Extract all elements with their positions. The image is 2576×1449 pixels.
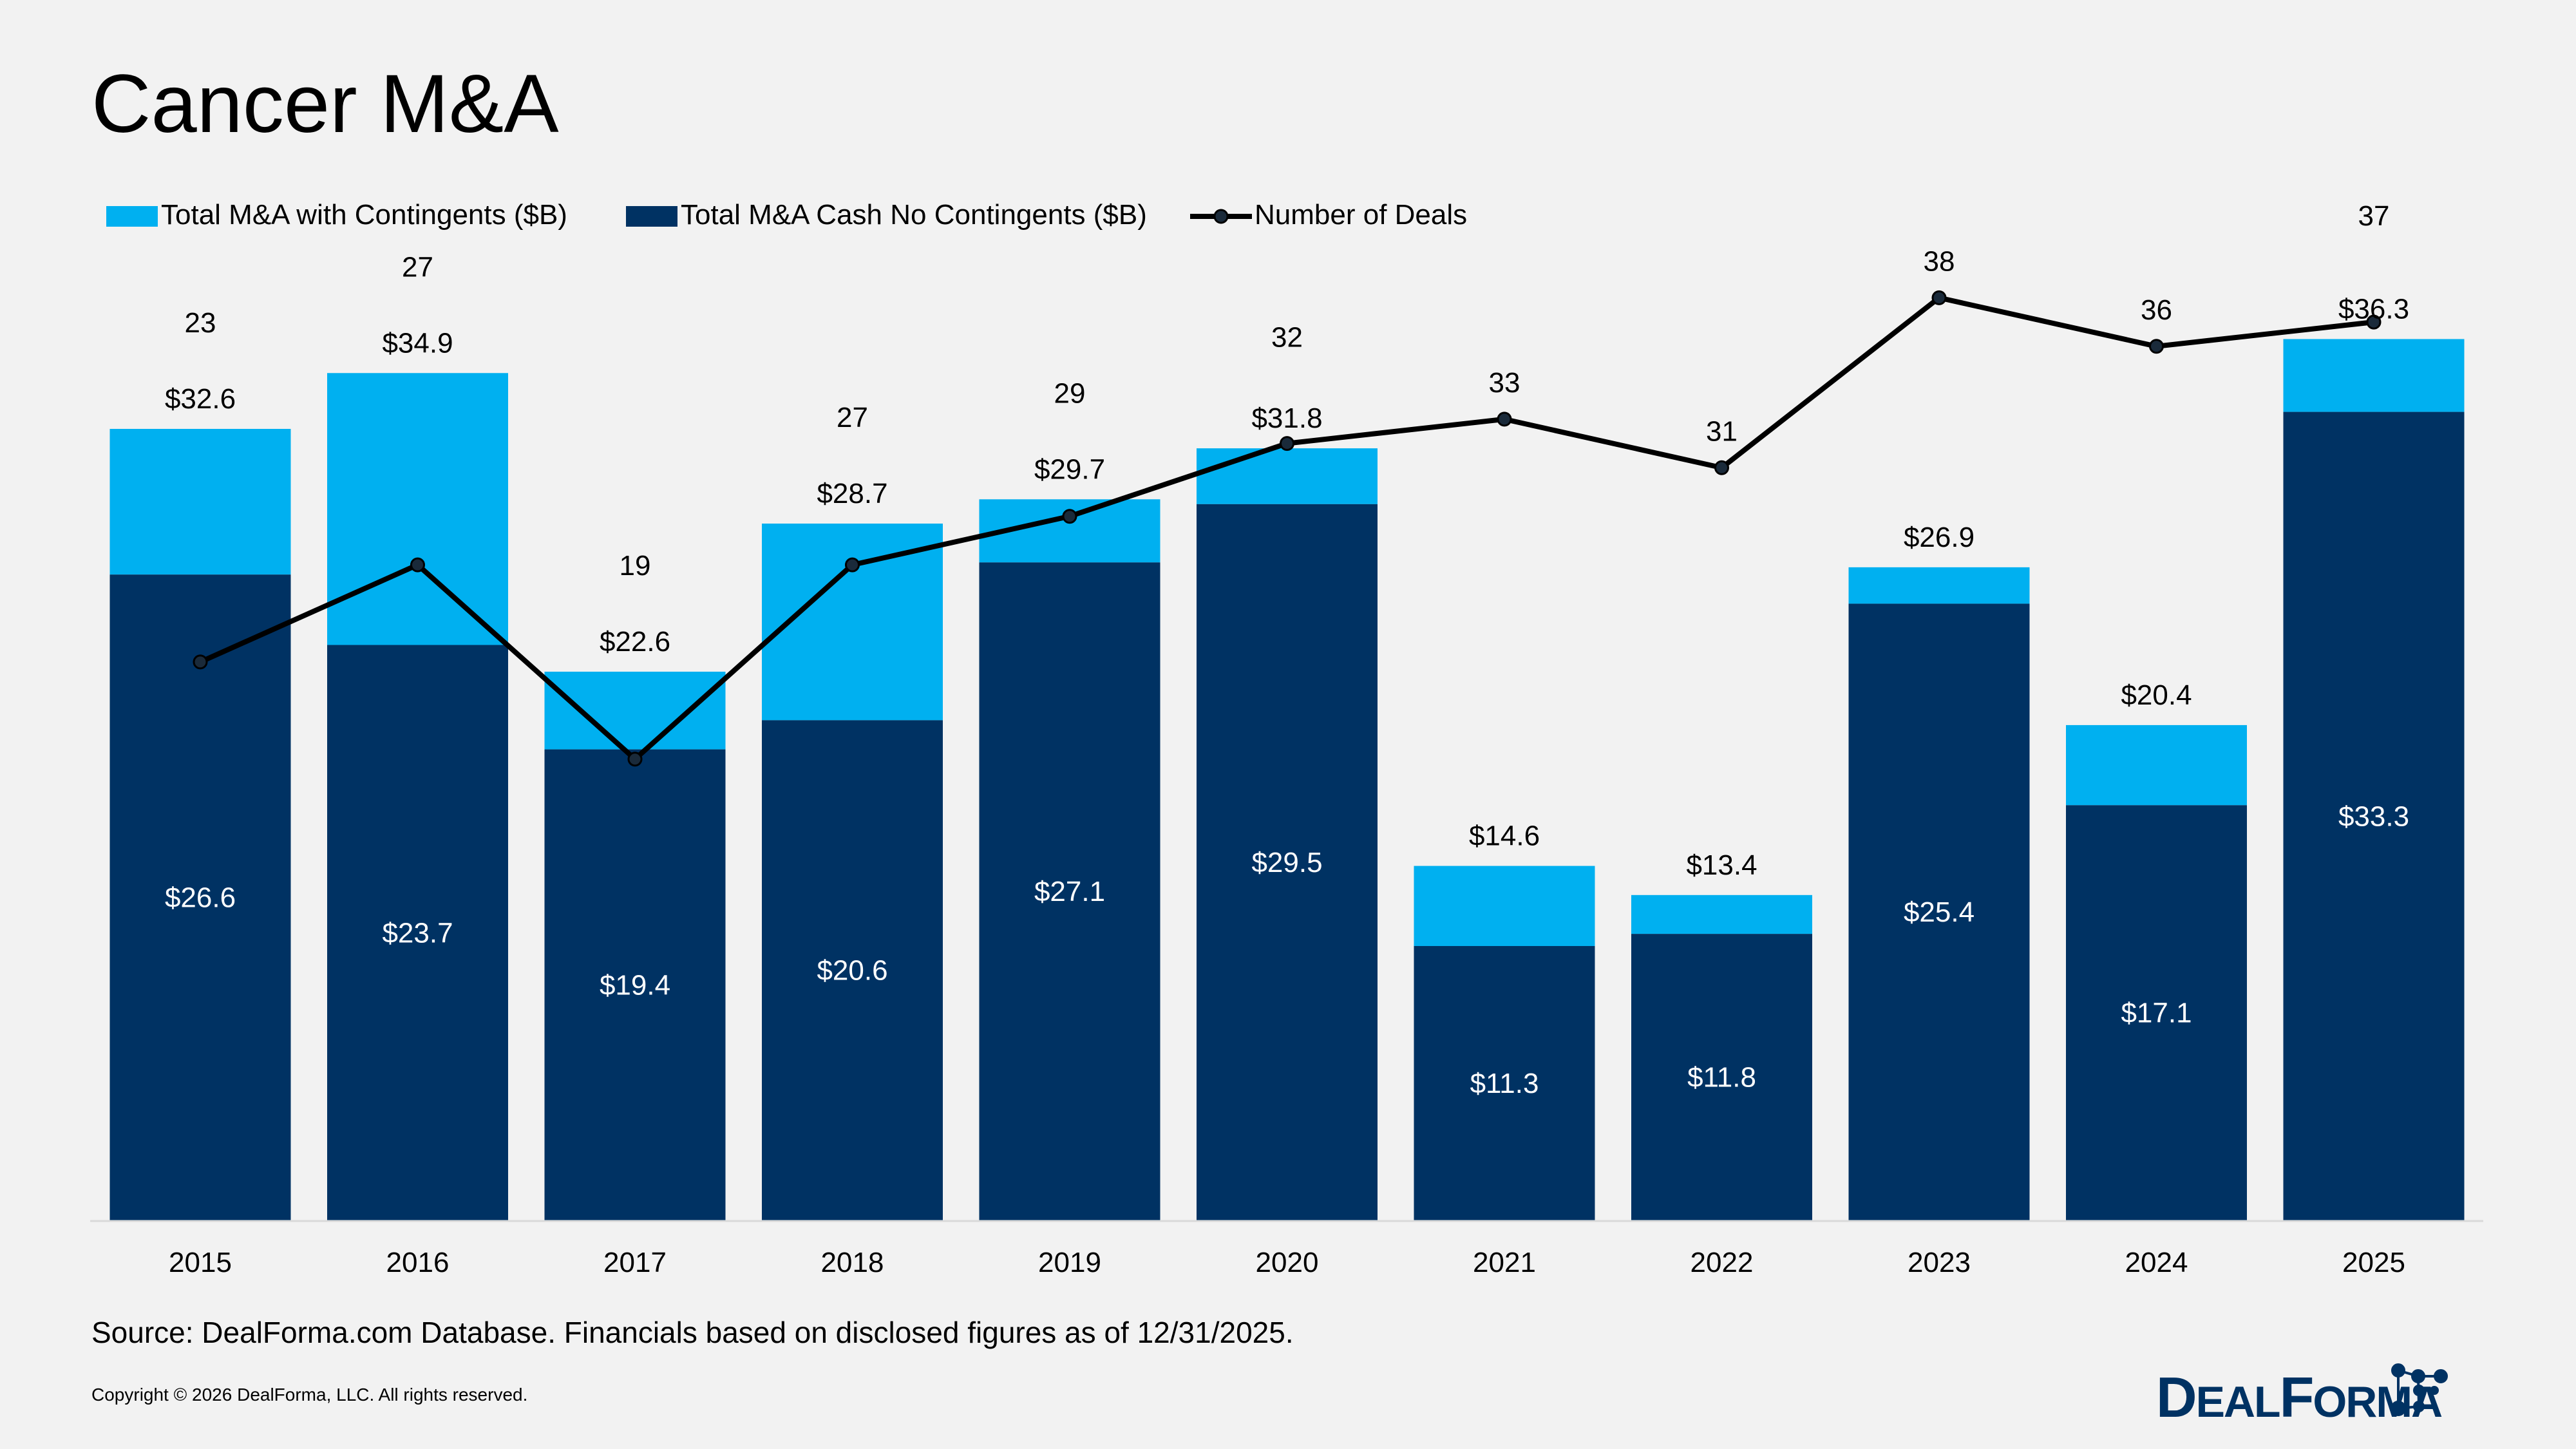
x-tick-2025: 2025 bbox=[2342, 1247, 2405, 1278]
bar-cash-2025 bbox=[2283, 412, 2465, 1220]
x-tick-2018: 2018 bbox=[821, 1247, 884, 1278]
deals-point-2015 bbox=[193, 654, 208, 670]
label-total-2017: $22.6 bbox=[600, 626, 670, 658]
label-total-2018: $28.7 bbox=[817, 478, 887, 509]
label-total-2016: $34.9 bbox=[382, 327, 453, 359]
label-cash-2017: $19.4 bbox=[600, 969, 670, 1001]
x-tick-2021: 2021 bbox=[1473, 1247, 1536, 1278]
deals-point-2017 bbox=[627, 752, 643, 767]
label-deals-2018: 27 bbox=[837, 402, 868, 433]
label-total-2015: $32.6 bbox=[165, 383, 236, 415]
x-tick-2016: 2016 bbox=[386, 1247, 450, 1278]
label-deals-2019: 29 bbox=[1054, 377, 1086, 409]
x-tick-2015: 2015 bbox=[169, 1247, 232, 1278]
bar-contingents-2023 bbox=[1848, 567, 2030, 604]
label-deals-2023: 38 bbox=[1924, 245, 1955, 277]
x-tick-2024: 2024 bbox=[2125, 1247, 2188, 1278]
bar-cash-2017 bbox=[544, 749, 726, 1220]
chart-title: Cancer M&A bbox=[91, 58, 559, 150]
x-tick-2020: 2020 bbox=[1256, 1247, 1319, 1278]
bars bbox=[109, 339, 2465, 1220]
x-tick-2017: 2017 bbox=[603, 1247, 667, 1278]
bar-cash-2020 bbox=[1197, 504, 1378, 1220]
source-note: Source: DealForma.com Database. Financia… bbox=[91, 1316, 1294, 1349]
bar-contingents-2025 bbox=[2283, 339, 2465, 412]
deals-point-2023 bbox=[1931, 290, 1947, 305]
bar-cash-2018 bbox=[762, 720, 943, 1220]
legend-marker-deals bbox=[1213, 209, 1229, 224]
copyright: Copyright © 2026 DealForma, LLC. All rig… bbox=[91, 1385, 527, 1405]
deals-line-group bbox=[193, 290, 2382, 767]
label-cash-2018: $20.6 bbox=[817, 955, 887, 987]
label-cash-2022: $11.8 bbox=[1687, 1062, 1756, 1094]
bar-cash-2022 bbox=[1631, 934, 1812, 1220]
legend-swatch-contingents bbox=[106, 206, 158, 227]
label-total-2023: $26.9 bbox=[1904, 522, 1975, 553]
deals-point-2019 bbox=[1062, 509, 1077, 524]
bar-cash-2023 bbox=[1848, 603, 2030, 1220]
deals-point-2025 bbox=[2366, 314, 2382, 330]
label-deals-2015: 23 bbox=[185, 307, 216, 339]
bar-contingents-2015 bbox=[109, 428, 291, 575]
labels: $32.6 $26.6 2015 23 $34.9 $23.7 2016 27 $22.6 $19… bbox=[165, 200, 2409, 1278]
label-cash-2023: $25.4 bbox=[1904, 896, 1975, 928]
bar-cash-2024 bbox=[2066, 805, 2247, 1220]
label-deals-2025: 37 bbox=[2358, 200, 2390, 232]
legend-label-deals: Number of Deals bbox=[1255, 199, 1467, 231]
bar-contingents-2024 bbox=[2066, 724, 2247, 806]
x-tick-2022: 2022 bbox=[1690, 1247, 1754, 1278]
bar-contingents-2017 bbox=[544, 671, 726, 750]
label-total-2020: $31.8 bbox=[1251, 402, 1322, 434]
dealforma-logo: DEALFORMA bbox=[2156, 1363, 2448, 1429]
label-deals-2021: 33 bbox=[1489, 367, 1520, 399]
deals-point-2022 bbox=[1714, 460, 1729, 475]
label-deals-2024: 36 bbox=[2141, 294, 2172, 326]
bar-contingents-2022 bbox=[1631, 895, 1812, 934]
legend: Total M&A with Contingents ($B) Total M&… bbox=[106, 199, 1467, 231]
label-deals-2016: 27 bbox=[402, 251, 433, 283]
label-cash-2021: $11.3 bbox=[1470, 1068, 1539, 1099]
label-total-2024: $20.4 bbox=[2121, 679, 2192, 711]
label-total-2019: $29.7 bbox=[1034, 453, 1105, 485]
x-tick-2023: 2023 bbox=[1908, 1247, 1971, 1278]
label-deals-2020: 32 bbox=[1271, 322, 1303, 354]
bar-cash-2016 bbox=[327, 645, 508, 1220]
label-cash-2020: $29.5 bbox=[1251, 847, 1322, 878]
deals-point-2021 bbox=[1497, 412, 1512, 427]
label-cash-2019: $27.1 bbox=[1034, 876, 1105, 907]
legend-swatch-cash bbox=[626, 206, 677, 227]
deals-point-2024 bbox=[2149, 339, 2164, 354]
label-cash-2016: $23.7 bbox=[382, 917, 453, 949]
legend-label-contingents: Total M&A with Contingents ($B) bbox=[161, 199, 567, 231]
label-total-2021: $14.6 bbox=[1469, 820, 1540, 852]
deals-point-2018 bbox=[845, 557, 860, 573]
label-deals-2017: 19 bbox=[620, 550, 651, 582]
bar-cash-2021 bbox=[1414, 945, 1595, 1220]
legend-label-cash: Total M&A Cash No Contingents ($B) bbox=[681, 199, 1147, 231]
label-cash-2015: $26.6 bbox=[165, 882, 236, 914]
bar-contingents-2020 bbox=[1197, 448, 1378, 504]
deals-point-2016 bbox=[410, 557, 425, 573]
bar-cash-2019 bbox=[979, 562, 1160, 1220]
label-cash-2024: $17.1 bbox=[2121, 998, 2192, 1029]
bar-cash-2015 bbox=[109, 574, 291, 1220]
label-deals-2022: 31 bbox=[1706, 415, 1738, 447]
x-tick-2019: 2019 bbox=[1038, 1247, 1101, 1278]
label-total-2025: $36.3 bbox=[2338, 293, 2409, 325]
deals-point-2020 bbox=[1280, 436, 1294, 451]
label-cash-2025: $33.3 bbox=[2338, 800, 2409, 832]
bar-contingents-2021 bbox=[1414, 866, 1595, 946]
bar-contingents-2016 bbox=[327, 373, 508, 645]
label-total-2022: $13.4 bbox=[1686, 849, 1757, 881]
